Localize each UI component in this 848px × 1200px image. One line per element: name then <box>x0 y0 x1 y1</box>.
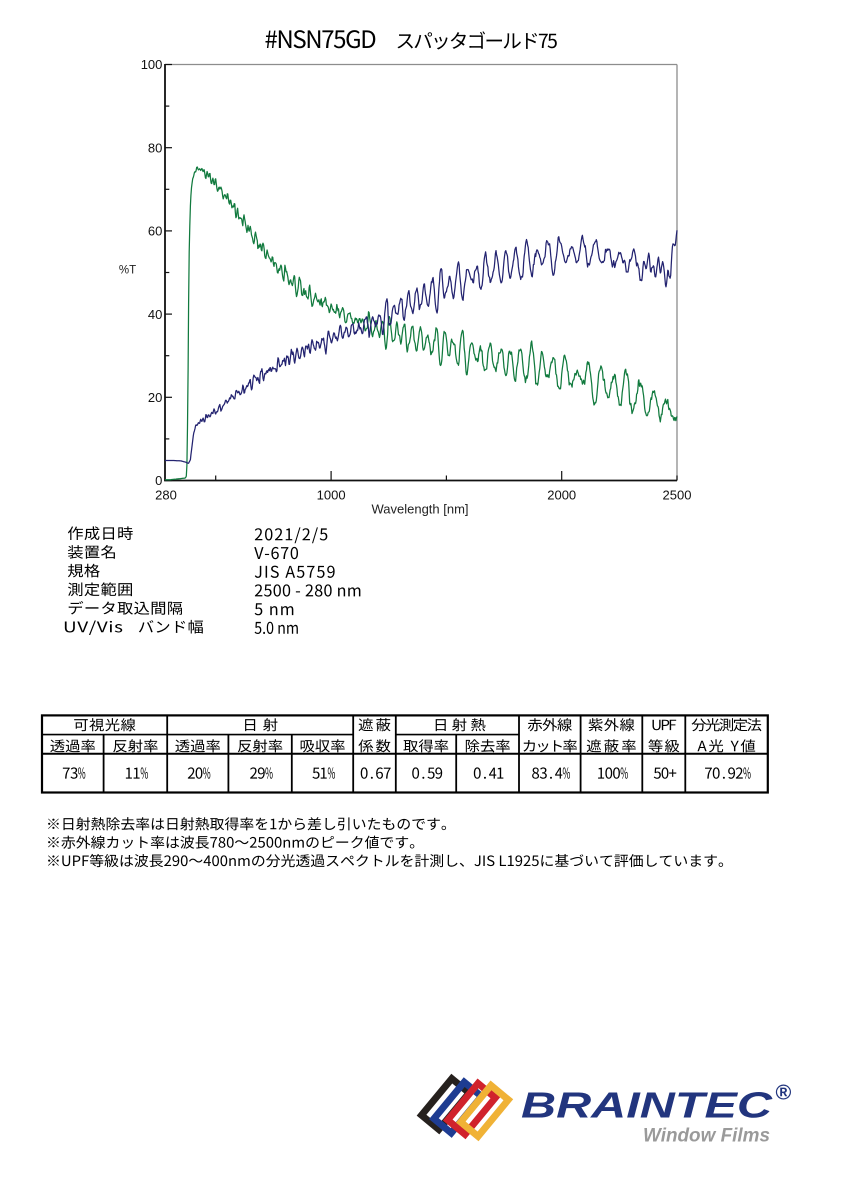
svg-text:20: 20 <box>148 390 162 405</box>
svg-text:®: ® <box>776 1081 792 1105</box>
svg-text:BRAINTEC: BRAINTEC <box>521 1086 774 1126</box>
svg-text:2500: 2500 <box>663 488 692 503</box>
svg-text:%T: %T <box>119 265 136 277</box>
svg-text:280: 280 <box>155 488 177 503</box>
svg-text:2000: 2000 <box>547 488 576 503</box>
svg-text:1000: 1000 <box>317 488 346 503</box>
svg-text:Window Films: Window Films <box>643 1126 770 1147</box>
svg-text:60: 60 <box>148 224 162 239</box>
svg-text:40: 40 <box>148 307 162 322</box>
svg-text:Wavelength [nm]: Wavelength [nm] <box>371 502 468 517</box>
svg-text:80: 80 <box>148 140 162 155</box>
svg-text:100: 100 <box>141 57 163 72</box>
svg-text:0: 0 <box>155 473 162 488</box>
